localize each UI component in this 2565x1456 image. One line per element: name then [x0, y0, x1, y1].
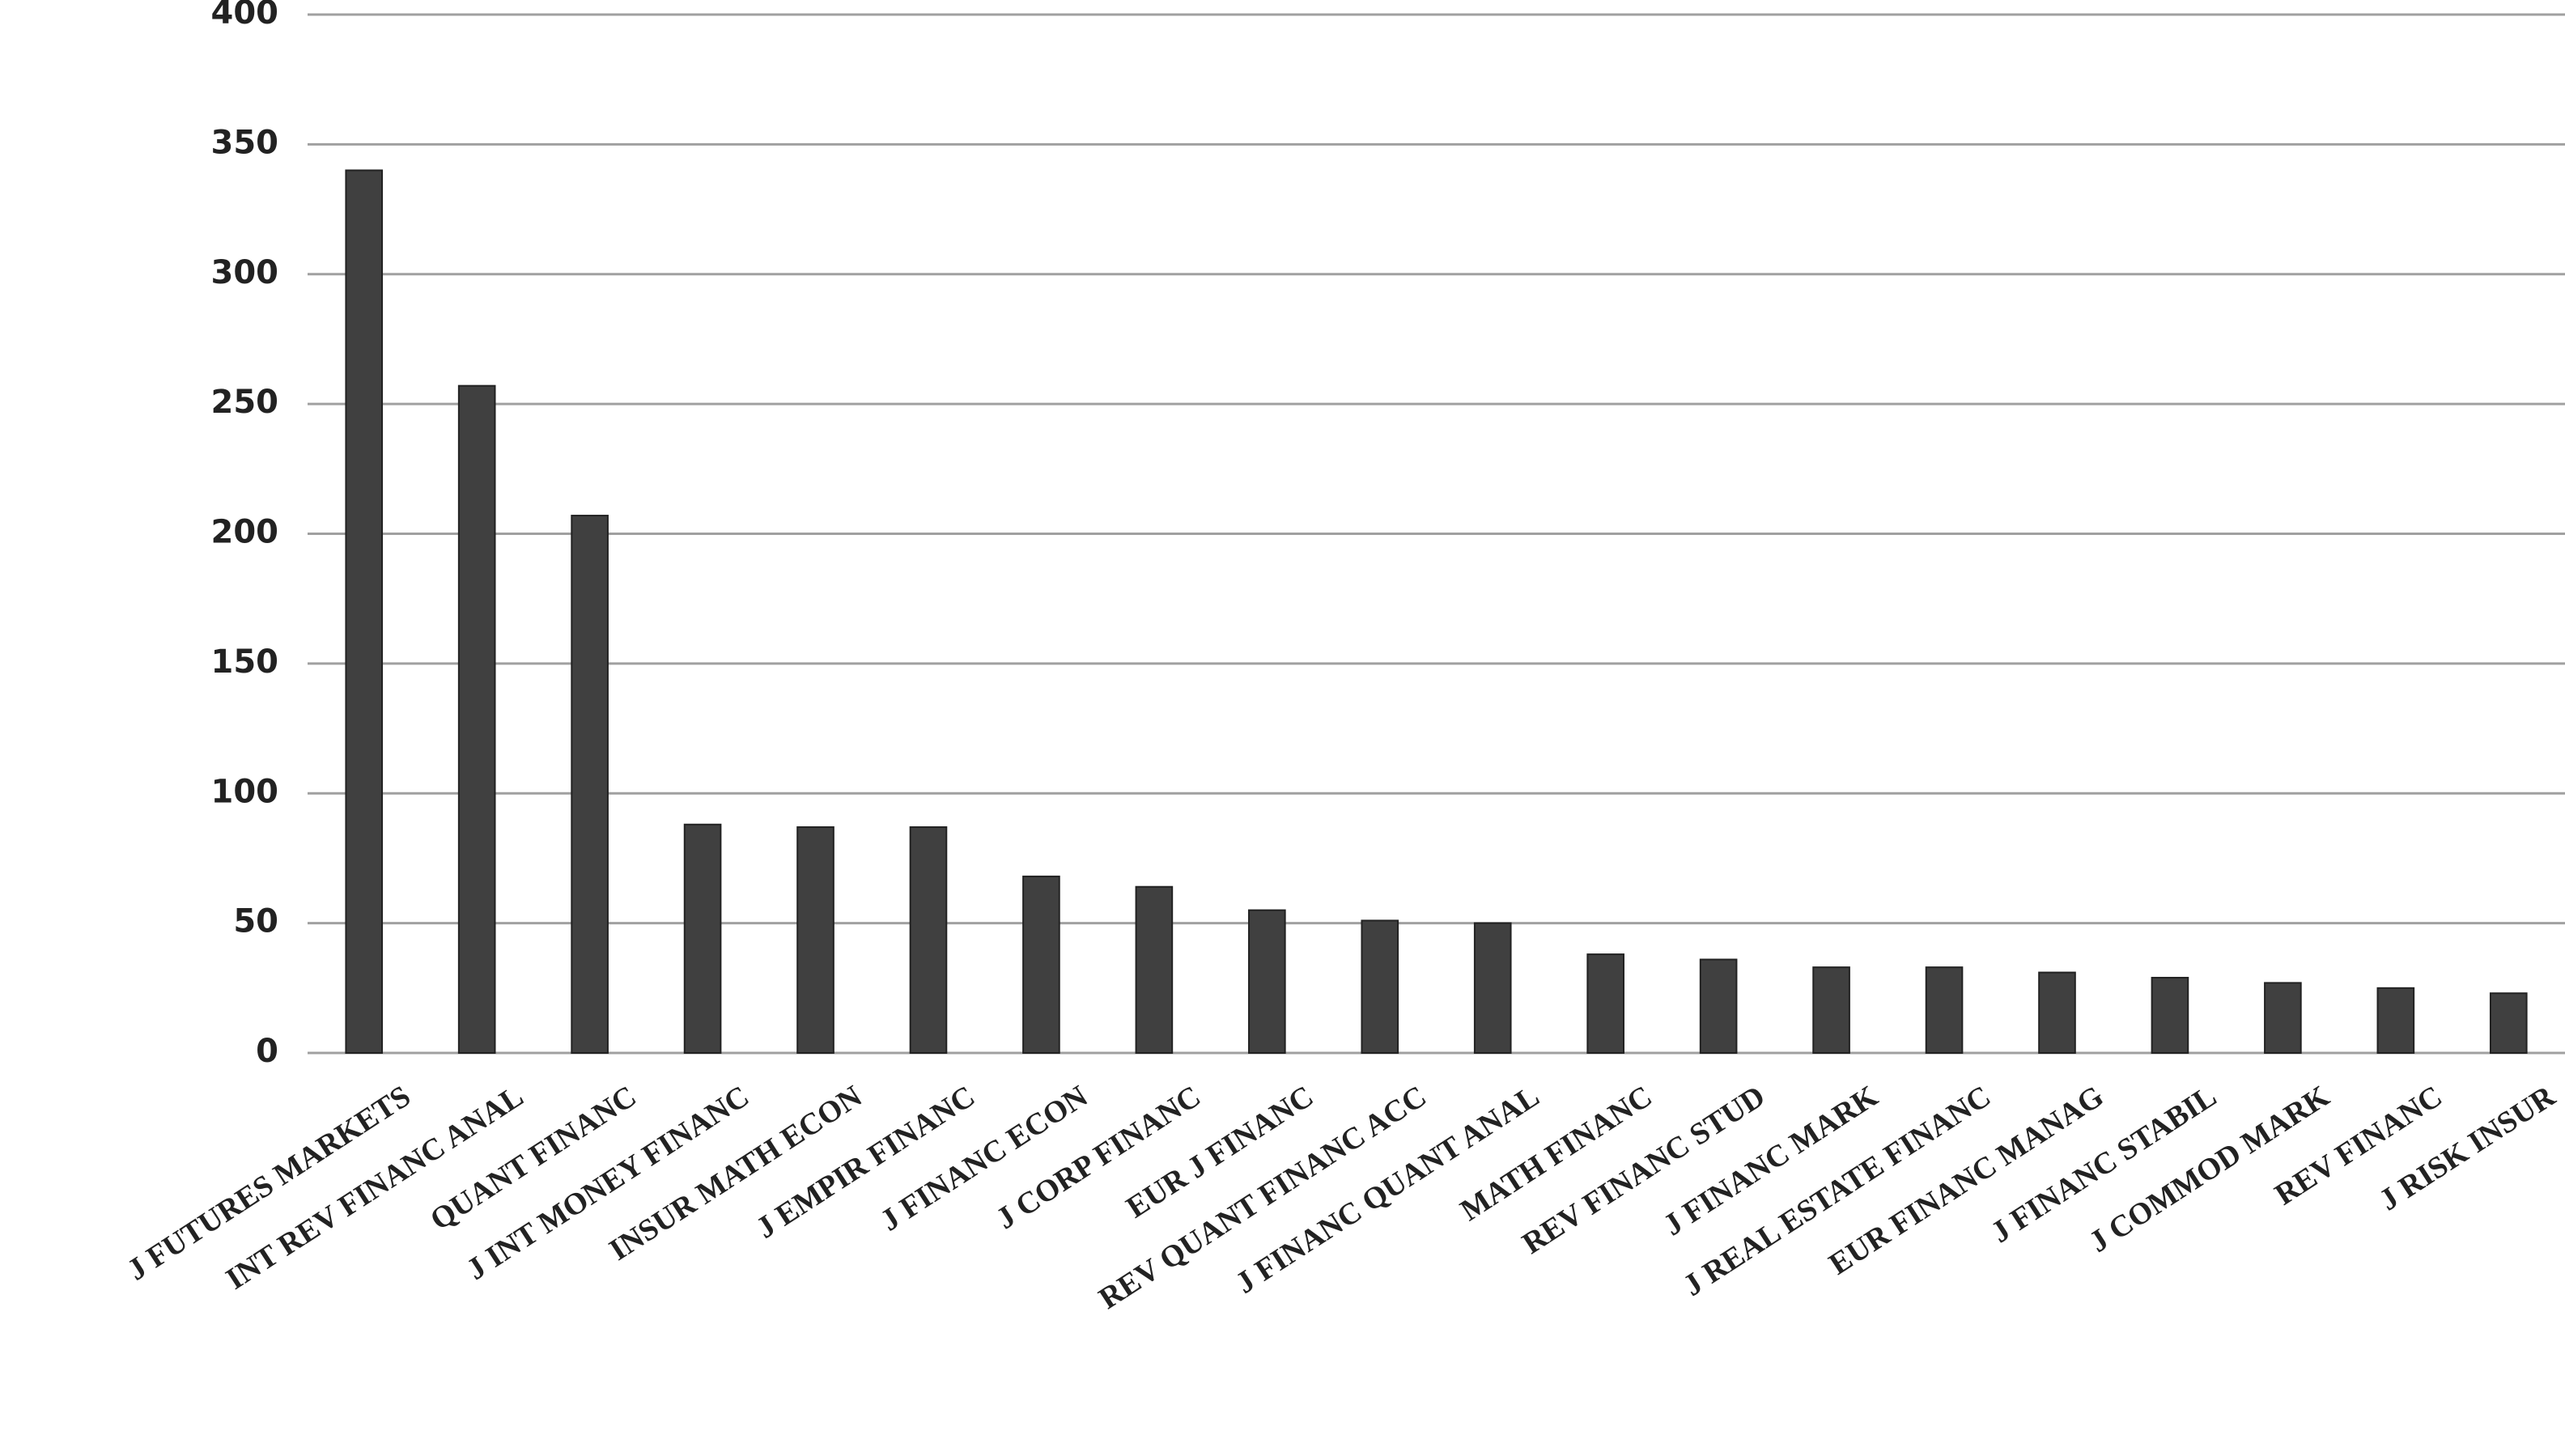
bar — [909, 826, 948, 1054]
bar — [1135, 885, 1174, 1054]
y-tick-label: 200 — [211, 514, 279, 551]
bar — [1361, 919, 1399, 1054]
y-tick-label: 350 — [211, 124, 279, 161]
y-tick-label: 250 — [211, 384, 279, 421]
bar — [2489, 992, 2528, 1055]
bar — [1022, 875, 1060, 1055]
x-tick-label: EUR J FINANC — [1120, 1079, 1319, 1225]
bar — [2151, 976, 2189, 1055]
bar — [571, 515, 609, 1054]
y-tick-label: 150 — [211, 643, 279, 681]
y-tick-label: 50 — [233, 903, 278, 940]
bar — [683, 823, 722, 1054]
bar — [1925, 966, 1964, 1054]
bar — [796, 826, 834, 1054]
y-tick-label: 400 — [211, 0, 279, 32]
x-tick-label: J FINANC ECON — [875, 1079, 1094, 1237]
bar — [345, 169, 384, 1055]
bar — [1586, 953, 1624, 1054]
bar — [2264, 982, 2302, 1054]
y-tick-label: 100 — [211, 773, 279, 810]
bar — [1473, 922, 1512, 1054]
bar — [1699, 958, 1738, 1055]
bar — [1812, 966, 1850, 1054]
y-tick-label: 300 — [211, 254, 279, 291]
x-tick-label: J CORP FINANC — [991, 1079, 1207, 1236]
bar — [2038, 971, 2076, 1055]
y-tick-label: 0 — [256, 1033, 278, 1070]
bar — [1248, 909, 1286, 1055]
x-tick-label: MATH FINANC — [1454, 1079, 1658, 1228]
bar — [2376, 987, 2415, 1054]
bar — [457, 384, 496, 1054]
